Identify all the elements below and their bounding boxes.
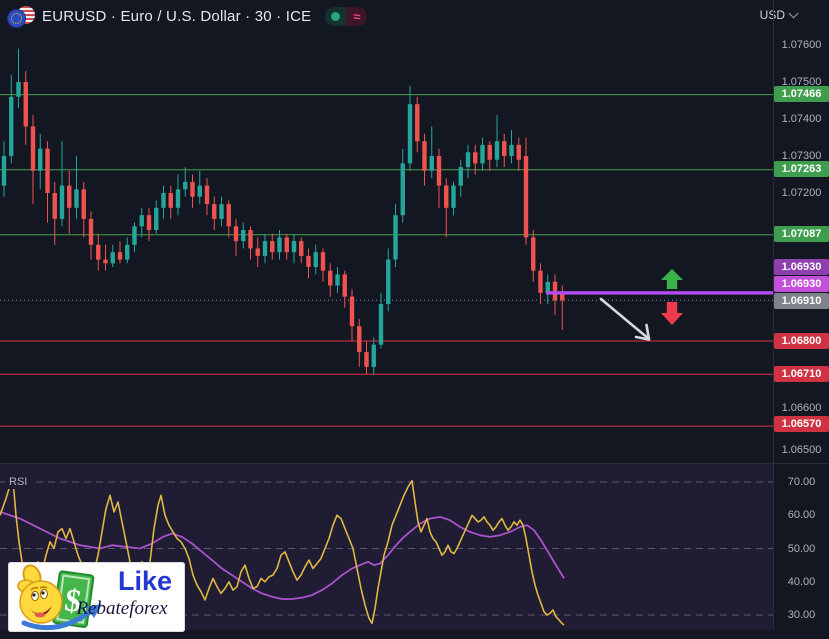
rsi-axis-label: 50.00 [787,542,816,555]
down-arrow-annotation[interactable] [661,302,683,325]
price-axis-label: 1.06500 [781,444,822,456]
time-axis[interactable] [0,630,829,639]
price-level-badge: 1.06800 [774,333,829,349]
price-axis-label: 1.07600 [781,39,822,51]
up-arrow-annotation[interactable] [661,269,683,289]
white-arrow-annotation[interactable] [599,297,651,341]
pane-separator[interactable] [0,463,829,464]
price-axis-label: 1.07500 [781,76,822,88]
price-axis[interactable]: 1.07600 1.07500 1.07400 1.07300 1.07200 1.066… [774,33,829,630]
price-axis-label: 1.06600 [781,402,822,414]
price-level-badge: 1.06710 [774,366,829,382]
brand-name-rebateforex: Rebateforex [76,598,168,619]
svg-text:$: $ [63,581,84,619]
market-open-half [325,7,347,26]
session-approx-icon: ≈ [346,7,368,26]
eu-flag-icon [7,8,26,28]
market-open-dot-icon [331,12,341,21]
rsi-axis-label: 40.00 [787,575,816,588]
rsi-ma-line[interactable] [0,511,565,600]
brand-watermark: $ Like Rebateforex [8,562,185,632]
horizontal-level-lines[interactable] [0,94,773,427]
currency-dropdown[interactable]: USD [760,8,799,22]
chevron-down-icon [788,8,799,19]
price-axis-label: 1.07400 [781,113,822,125]
symbol-flags-icon [6,5,36,29]
currency-label: USD [760,8,785,22]
rsi-axis-label: 70.00 [787,476,816,488]
candlestick-series[interactable] [1,48,565,375]
rsi-indicator-pane[interactable] [0,463,773,630]
rsi-line[interactable] [0,479,565,626]
symbol-title[interactable]: EURUSD · Euro / U.S. Dollar · 30 · ICE [42,8,312,25]
price-axis-label: 1.07300 [781,150,822,162]
price-level-badge: 1.07466 [774,86,829,102]
rsi-axis-label: 60.00 [787,509,816,522]
price-axis-label: 1.07200 [781,187,822,199]
price-axis-separator [773,0,774,639]
candlestick-chart-pane[interactable] [0,33,773,463]
brand-name-like: Like [117,566,173,596]
price-level-badge: 1.06930 [774,276,829,292]
price-level-badge: 1.06570 [774,416,829,432]
price-level-badge: 1.07263 [774,161,829,177]
rsi-axis-label: 30.00 [787,609,816,621]
brand-smiley-graphic: $ [17,564,102,631]
price-level-badge: 1.06910 [774,293,829,309]
price-level-badge: 1.07087 [774,226,829,242]
rsi-indicator-label[interactable]: RSI [5,475,32,489]
price-level-badge: 1.06930 [774,259,829,275]
market-status-toggle[interactable]: ≈ [325,7,368,26]
magenta-support-line[interactable] [546,291,773,295]
chart-topbar: EURUSD · Euro / U.S. Dollar · 30 · ICE ≈… [0,0,829,33]
